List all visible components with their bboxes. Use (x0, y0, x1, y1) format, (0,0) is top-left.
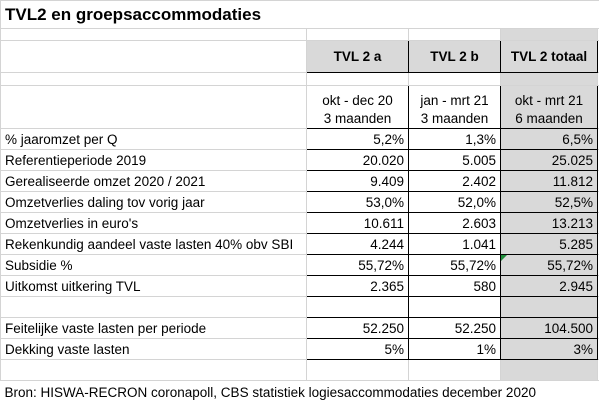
value-cell: 55,72% (408, 254, 501, 276)
value-cell: 52.250 (408, 317, 501, 339)
value-cell: 3% (500, 338, 598, 360)
cell (306, 359, 409, 381)
cell (500, 359, 598, 381)
value-cell: 4.244 (306, 233, 409, 255)
row: Bron: HISWA-RECRON coronapoll, CBS stati… (1, 381, 599, 400)
value-cell: 52,5% (500, 191, 598, 213)
row: Referentieperiode 2019 20.020 5.005 25.025 (0, 149, 599, 171)
source-note: Bron: HISWA-RECRON coronapoll, CBS stati… (4, 384, 536, 400)
cell (408, 72, 501, 86)
row-label: Omzetverlies in euro's (0, 212, 307, 234)
cell (0, 28, 307, 41)
cell (500, 296, 598, 318)
value-cell: 5,2% (306, 128, 409, 150)
value-cell: 104.500 (500, 317, 598, 339)
value-cell: 580 (408, 275, 501, 297)
row-label: Uitkomst uitkering TVL (0, 275, 307, 297)
cell (500, 72, 598, 86)
value-cell: 1,3% (408, 128, 501, 150)
row: Dekking vaste lasten 5% 1% 3% (0, 338, 599, 360)
value-cell: 1.041 (408, 233, 501, 255)
period-line: 3 maanden (323, 111, 392, 126)
row-label: Omzetverlies daling tov vorig jaar (0, 191, 307, 213)
cell (306, 72, 409, 86)
value-cell: 1% (408, 338, 501, 360)
value-cell: 10.611 (306, 212, 409, 234)
title: TVL2 en groepsaccommodaties (0, 0, 599, 29)
period-line: 6 maanden (515, 111, 583, 126)
row (0, 28, 599, 41)
column-header: TVL 2 a (306, 40, 409, 73)
cell (0, 296, 307, 318)
cell (0, 85, 307, 129)
value-cell: 5.285 (500, 233, 598, 255)
cell (500, 28, 598, 41)
period-line: jan - mrt 21 (420, 93, 489, 108)
column-header: TVL 2 b (408, 40, 501, 73)
period-header: jan - mrt 21 3 maanden (408, 85, 501, 129)
value-cell: 55,72% (306, 254, 409, 276)
cell (0, 359, 307, 381)
value-cell: 2.945 (500, 275, 598, 297)
value-cell: 52,0% (408, 191, 501, 213)
value-cell: 13.213 (500, 212, 598, 234)
value-cell: 55,72% (500, 254, 598, 276)
cell (0, 40, 307, 73)
row-label: Gerealiseerde omzet 2020 / 2021 (0, 170, 307, 192)
row: okt - dec 20 3 maanden jan - mrt 21 3 maand… (0, 85, 599, 129)
row: Omzetverlies daling tov vorig jaar 53,0% 5… (0, 191, 599, 213)
row: % jaaromzet per Q 5,2% 1,3% 6,5% (0, 128, 599, 150)
row-label: Subsidie % (0, 254, 307, 276)
row-label: Dekking vaste lasten (0, 338, 307, 360)
row-label: Feitelijke vaste lasten per periode (0, 317, 307, 339)
value-cell: 25.025 (500, 149, 598, 171)
value-cell: 2.365 (306, 275, 409, 297)
cell (0, 72, 307, 86)
period-line: 3 maanden (420, 111, 489, 126)
period-header: okt - dec 20 3 maanden (306, 85, 409, 129)
cell (408, 359, 501, 381)
row-label: % jaaromzet per Q (0, 128, 307, 150)
value-cell: 2.603 (408, 212, 501, 234)
cell (408, 296, 501, 318)
row-label: Referentieperiode 2019 (0, 149, 307, 171)
row: Rekenkundig aandeel vaste lasten 40% obv… (0, 233, 599, 255)
period-line: okt - dec 20 (322, 93, 393, 108)
value-cell: 53,0% (306, 191, 409, 213)
value-cell: 9.409 (306, 170, 409, 192)
row: TVL2 en groepsaccommodaties (0, 0, 599, 29)
row (0, 72, 599, 86)
value-cell: 6,5% (500, 128, 598, 150)
row (0, 296, 599, 318)
cell (408, 28, 501, 41)
value-cell: 2.402 (408, 170, 501, 192)
cell (306, 28, 409, 41)
row-label: Rekenkundig aandeel vaste lasten 40% obv… (0, 233, 307, 255)
period-line: okt - mrt 21 (514, 93, 584, 108)
row: Subsidie % 55,72% 55,72% 55,72% (0, 254, 599, 276)
value-cell: 5.005 (408, 149, 501, 171)
period-header: okt - mrt 21 6 maanden (500, 85, 598, 129)
row: Feitelijke vaste lasten per periode 52.25… (0, 317, 599, 339)
row: TVL 2 a TVL 2 b TVL 2 totaal (0, 40, 599, 73)
cell (306, 296, 409, 318)
column-header: TVL 2 totaal (500, 40, 598, 73)
value-cell: 11.812 (500, 170, 598, 192)
value-cell: 20.020 (306, 149, 409, 171)
value-cell: 5% (306, 338, 409, 360)
row: Omzetverlies in euro's 10.611 2.603 13.213 (0, 212, 599, 234)
value-cell: 52.250 (306, 317, 409, 339)
row: Uitkomst uitkering TVL 2.365 580 2.945 (0, 275, 599, 297)
row (0, 359, 599, 381)
row: Gerealiseerde omzet 2020 / 2021 9.409 2.40… (0, 170, 599, 192)
